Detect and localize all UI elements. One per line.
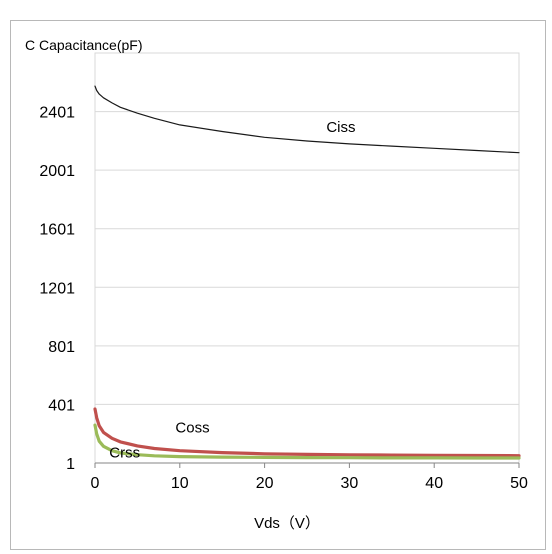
y-tick-label: 1 — [66, 456, 75, 473]
tick-labels: 1 401 801 1201 1601 2001 2401 0 10 20 30 40 50 — [39, 105, 528, 492]
y-tick-label: 1201 — [39, 280, 75, 297]
x-tick-label: 40 — [425, 475, 443, 492]
series-lines — [93, 85, 521, 460]
y-tick-label: 801 — [48, 339, 75, 356]
x-axis-title: Vds（V） — [254, 515, 320, 532]
y-tick-label: 401 — [48, 397, 75, 414]
x-tick-label: 0 — [91, 475, 100, 492]
y-tick-label: 2001 — [39, 163, 75, 180]
series-annotations: Ciss Coss Crss — [109, 119, 355, 461]
series-line-ciss — [94, 85, 520, 154]
y-tick-label: 2401 — [39, 105, 75, 122]
y-tick-label: 1601 — [39, 222, 75, 239]
gridlines — [94, 52, 520, 468]
x-tick-label: 20 — [256, 475, 274, 492]
annotation-coss: Coss — [175, 419, 209, 436]
series-line-coss — [93, 407, 521, 458]
chart-area[interactable]: 1 401 801 1201 1601 2001 2401 0 10 20 30 40 50 Ciss C… — [10, 20, 546, 550]
annotation-ciss: Ciss — [326, 119, 355, 136]
x-tick-label: 10 — [171, 475, 189, 492]
x-tick-label: 50 — [510, 475, 528, 492]
chart-title: C Capacitance(pF) — [25, 37, 143, 53]
plot-area-border — [94, 52, 520, 464]
annotation-crss: Crss — [109, 444, 140, 461]
x-tick-label: 30 — [341, 475, 359, 492]
series-line-crss — [93, 423, 521, 460]
